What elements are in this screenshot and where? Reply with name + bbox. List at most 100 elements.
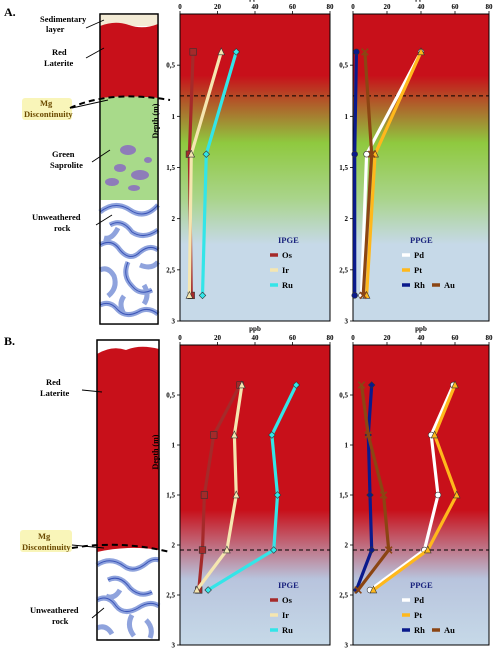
point-au	[367, 150, 376, 159]
y-tick-label: 1,5	[339, 492, 348, 500]
point-ir	[217, 47, 226, 56]
point-au	[364, 431, 373, 439]
label-laterite-a-2: Laterite	[44, 58, 73, 68]
point-ru	[202, 150, 210, 158]
x-tick-label: 0	[178, 3, 182, 11]
point-pt	[417, 47, 425, 56]
label-rock-b-1: Unweathered	[30, 605, 79, 615]
y-tick-label: 0,5	[166, 62, 175, 70]
point-pt	[424, 545, 432, 554]
point-ir	[230, 430, 239, 439]
x-tick-label: 60	[452, 334, 460, 342]
plot-frame	[352, 13, 490, 322]
legend-label-au: Au	[444, 280, 455, 290]
legend-title: PPGE	[410, 580, 433, 590]
x-tick-label: 0	[351, 3, 355, 11]
legend-label-ru: Ru	[282, 280, 293, 290]
point-ru	[270, 546, 278, 554]
plot-background	[353, 345, 489, 645]
y-tick-label: 2,5	[166, 266, 175, 274]
x-tick-label: 60	[452, 3, 460, 11]
rock-pattern-a	[98, 200, 160, 324]
x-tick-label: 40	[252, 334, 260, 342]
y-tick-label: 3	[172, 642, 176, 650]
plot-ppge-a: 0 20 40 60 80 ppb 0,5 1 1,5 2 2,5 3 PPGE Pd Pt Rh Au	[339, 0, 493, 326]
point-ir	[238, 380, 246, 389]
point-rh	[367, 546, 376, 554]
x-tick-label: 0	[351, 334, 355, 342]
x-tick-label: 20	[214, 3, 222, 11]
point-pd	[434, 491, 442, 499]
x-axis-label: ppb	[249, 0, 261, 2]
legend-label-pd: Pd	[414, 595, 424, 605]
point-ir	[187, 149, 196, 158]
point-pt	[451, 380, 459, 389]
label-mg-a-1: Mg	[40, 98, 53, 108]
x-tick-label: 20	[384, 334, 392, 342]
plot-frame	[179, 344, 331, 646]
point-au	[361, 47, 369, 56]
y-axis-label: Depth (m)	[151, 434, 160, 469]
legend-label-os: Os	[282, 595, 293, 605]
plot-frame	[179, 13, 331, 322]
y-tick-label: 0,5	[339, 392, 348, 400]
y-tick-label: 2	[172, 215, 176, 223]
x-tick-label: 0	[178, 334, 182, 342]
point-ru	[198, 291, 207, 300]
x-tick-label: 80	[327, 3, 335, 11]
y-tick-label: 2,5	[339, 266, 348, 274]
label-rock-a-2: rock	[54, 223, 71, 233]
label-sedimentary-1: Sedimentary	[40, 14, 87, 24]
y-tick-label: 2	[172, 542, 176, 550]
point-rh	[351, 292, 358, 299]
y-tick-label: 0,5	[339, 62, 348, 70]
y-tick-label: 2	[345, 215, 349, 223]
soil-column-a	[98, 13, 160, 325]
x-tick-label: 80	[486, 3, 494, 11]
y-tick-label: 1,5	[339, 164, 348, 172]
x-tick-label: 80	[486, 334, 494, 342]
column-a-labels: Sedimentary layer Red Laterite Mg Discon…	[22, 14, 113, 233]
x-tick-label: 60	[289, 334, 297, 342]
point-ru	[204, 586, 212, 594]
label-saprolite-1: Green	[52, 149, 75, 159]
legend-label-ir: Ir	[282, 265, 289, 275]
point-ir	[185, 290, 194, 299]
y-tick-label: 1,5	[166, 164, 175, 172]
y-tick-label: 3	[345, 642, 349, 650]
legend-label-pt: Pt	[414, 610, 422, 620]
x-tick-label: 20	[384, 3, 392, 11]
soil-column-b	[95, 339, 161, 641]
y-tick-label: 1	[345, 442, 349, 450]
point-ru	[273, 491, 282, 499]
y-tick-label: 1	[172, 113, 176, 121]
label-sedimentary-2: layer	[46, 24, 65, 34]
x-tick-label: 20	[214, 334, 222, 342]
label-rock-a-1: Unweathered	[32, 212, 81, 222]
point-ir	[223, 545, 231, 554]
point-au	[359, 291, 368, 300]
legend-label-os: Os	[282, 250, 293, 260]
y-tick-label: 2	[345, 542, 349, 550]
legend-label-pt: Pt	[414, 265, 422, 275]
y-tick-label: 2,5	[166, 592, 175, 600]
point-os	[210, 431, 218, 439]
point-ru	[232, 48, 240, 56]
series-line-rh	[353, 51, 358, 296]
legend-label-rh: Rh	[414, 625, 425, 635]
y-tick-label: 3	[345, 318, 349, 326]
rock-pattern-b	[95, 556, 161, 639]
point-au	[384, 546, 393, 554]
panel-label-b: B.	[4, 334, 15, 348]
point-pt	[430, 430, 439, 439]
plot-ppge-b: 0 20 40 60 80 ppb 0,5 1 1,5 2 2,5 3 PPGE Pd Pt Rh Au	[339, 325, 493, 650]
x-axis-label: ppb	[415, 325, 427, 333]
y-tick-label: 1	[172, 442, 176, 450]
point-au	[379, 491, 388, 499]
legend-label-au: Au	[444, 625, 455, 635]
x-axis-label: ppb	[415, 0, 427, 2]
x-tick-label: 60	[289, 3, 297, 11]
point-os	[189, 48, 197, 56]
column-b-labels: Red Laterite Mg Discontinuity Unweathere…	[20, 377, 105, 626]
